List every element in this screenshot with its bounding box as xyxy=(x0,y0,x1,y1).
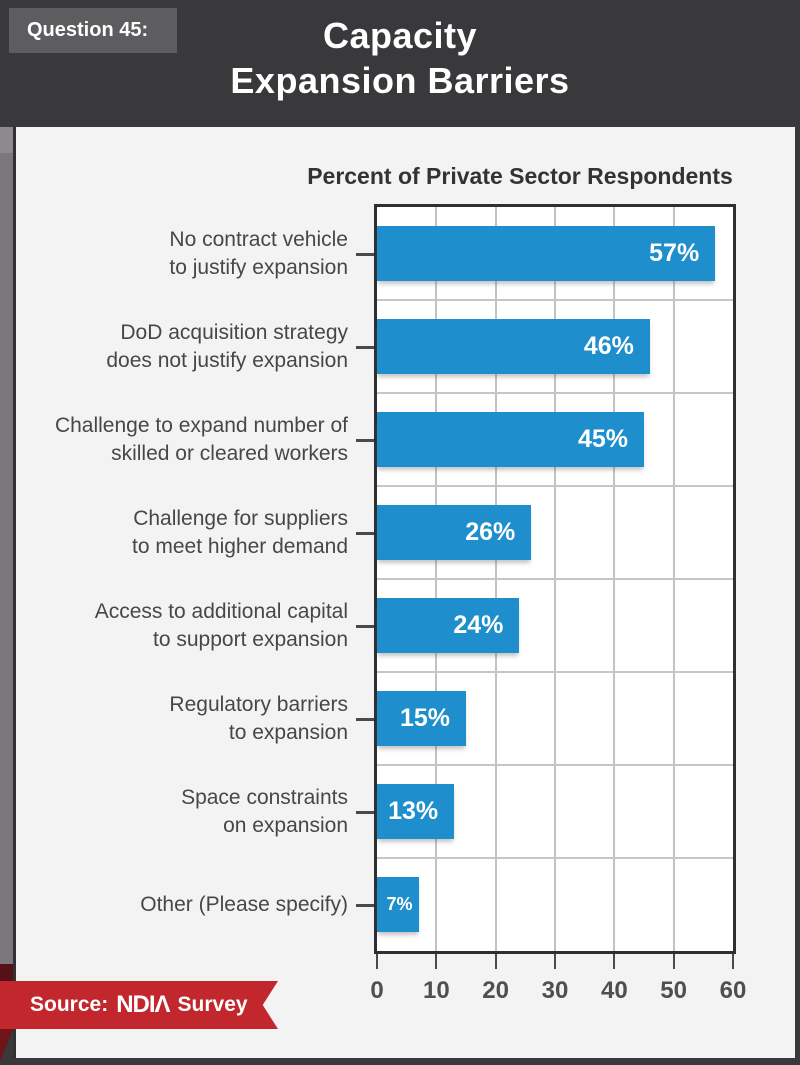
bar-value-label: 45% xyxy=(577,425,628,453)
category-label: Regulatory barriers to expansion xyxy=(16,672,374,765)
title-line-2: Expansion Barriers xyxy=(230,60,570,101)
x-axis-tick xyxy=(732,954,734,969)
x-axis-tick xyxy=(435,954,438,969)
gridline-horizontal xyxy=(377,485,733,487)
x-axis-tick-label: 20 xyxy=(482,977,510,1004)
category-tick xyxy=(356,624,374,628)
page-title: Capacity Expansion Barriers xyxy=(0,13,800,103)
category-tick xyxy=(356,252,374,256)
x-axis-tick-label: 0 xyxy=(370,977,384,1004)
question-badge: Question 45: xyxy=(9,8,177,53)
source-suffix: Survey xyxy=(177,993,248,1016)
category-tick xyxy=(356,531,374,535)
bar: 7% xyxy=(377,877,419,932)
source-prefix: Source: xyxy=(30,993,109,1016)
category-label-line: does not justify expansion xyxy=(106,348,348,372)
side-strip-maroon-segment xyxy=(0,964,13,981)
x-axis-tick-label: 30 xyxy=(541,977,569,1004)
header: Question 45: Capacity Expansion Barriers xyxy=(0,0,800,127)
ribbon-fold xyxy=(0,1029,13,1062)
x-axis-tick-label: 50 xyxy=(660,977,688,1004)
ndia-logo: NDIΛ xyxy=(116,991,170,1018)
category-label-line: on expansion xyxy=(223,813,348,837)
category-label-line: skilled or cleared workers xyxy=(111,441,348,465)
bar-value-label: 46% xyxy=(583,332,634,360)
category-label-line: Access to additional capital xyxy=(94,599,348,623)
source-ribbon: Source: NDIΛ Survey xyxy=(0,981,278,1029)
question-label: Question 45: xyxy=(27,19,149,41)
category-label-line: Challenge for suppliers xyxy=(133,506,348,530)
category-label-line: to meet higher demand xyxy=(132,534,348,558)
category-label: Access to additional capital to support e… xyxy=(16,579,374,672)
plot-area: 57% 46% 45% 26% 24% 15% 13% 7% xyxy=(374,204,736,954)
side-strip xyxy=(0,127,13,964)
bar-value-label: 13% xyxy=(388,797,439,825)
category-axis: No contract vehicle to justify expansion D… xyxy=(16,204,374,954)
category-label: Space constraints on expansion xyxy=(16,765,374,858)
category-label-line: DoD acquisition strategy xyxy=(120,320,348,344)
gridline-horizontal xyxy=(377,299,733,301)
bar-value-label: 15% xyxy=(399,704,450,732)
x-axis-tick-label: 60 xyxy=(719,977,747,1004)
bar-value-label: 57% xyxy=(649,239,700,267)
x-axis: 0 10 20 30 40 50 60 xyxy=(370,954,746,1014)
bar: 57% xyxy=(377,226,716,281)
gridline-horizontal xyxy=(377,857,733,859)
side-strip-top-segment xyxy=(0,127,13,153)
x-axis-tick xyxy=(494,954,497,969)
chart-title: Percent of Private Sector Respondents xyxy=(307,163,733,189)
x-axis-tick xyxy=(376,954,378,969)
x-axis-tick xyxy=(672,954,675,969)
category-label: No contract vehicle to justify expansion xyxy=(16,207,374,300)
gridline-horizontal xyxy=(377,392,733,394)
category-tick xyxy=(356,717,374,721)
x-axis-tick xyxy=(613,954,616,969)
category-label-line: Space constraints xyxy=(181,785,348,809)
category-label: DoD acquisition strategy does not justify… xyxy=(16,300,374,393)
x-axis-tick xyxy=(554,954,556,969)
category-label: Other (Please specify) xyxy=(16,858,374,951)
category-label-line: Challenge to expand number of xyxy=(54,413,348,437)
category-label-line: Other (Please specify) xyxy=(140,892,348,916)
category-label: Challenge to expand number of skilled or … xyxy=(16,393,374,486)
x-axis-tick-label: 10 xyxy=(422,977,450,1004)
category-label-line: to expansion xyxy=(228,720,348,744)
bar: 13% xyxy=(377,784,455,839)
category-label-line: Regulatory barriers xyxy=(169,692,348,716)
category-label-line: to justify expansion xyxy=(169,255,348,279)
bar: 15% xyxy=(377,691,466,746)
gridline-horizontal xyxy=(377,671,733,673)
bar-value-label: 26% xyxy=(465,518,516,546)
bar: 26% xyxy=(377,505,532,560)
category-tick xyxy=(356,903,374,907)
category-label-line: No contract vehicle xyxy=(169,227,348,251)
category-tick xyxy=(356,345,374,349)
bar-value-label: 24% xyxy=(453,611,504,639)
x-axis-tick-label: 40 xyxy=(600,977,628,1004)
category-tick xyxy=(356,438,374,442)
bar: 45% xyxy=(377,412,644,467)
gridline-horizontal xyxy=(377,578,733,580)
category-label: Challenge for suppliers to meet higher de… xyxy=(16,486,374,579)
gridline-horizontal xyxy=(377,764,733,766)
bar: 24% xyxy=(377,598,520,653)
title-line-1: Capacity xyxy=(322,15,478,56)
bar: 46% xyxy=(377,319,650,374)
bar-value-label: 7% xyxy=(386,894,413,914)
category-tick xyxy=(356,810,374,814)
category-label-line: to support expansion xyxy=(153,627,348,651)
